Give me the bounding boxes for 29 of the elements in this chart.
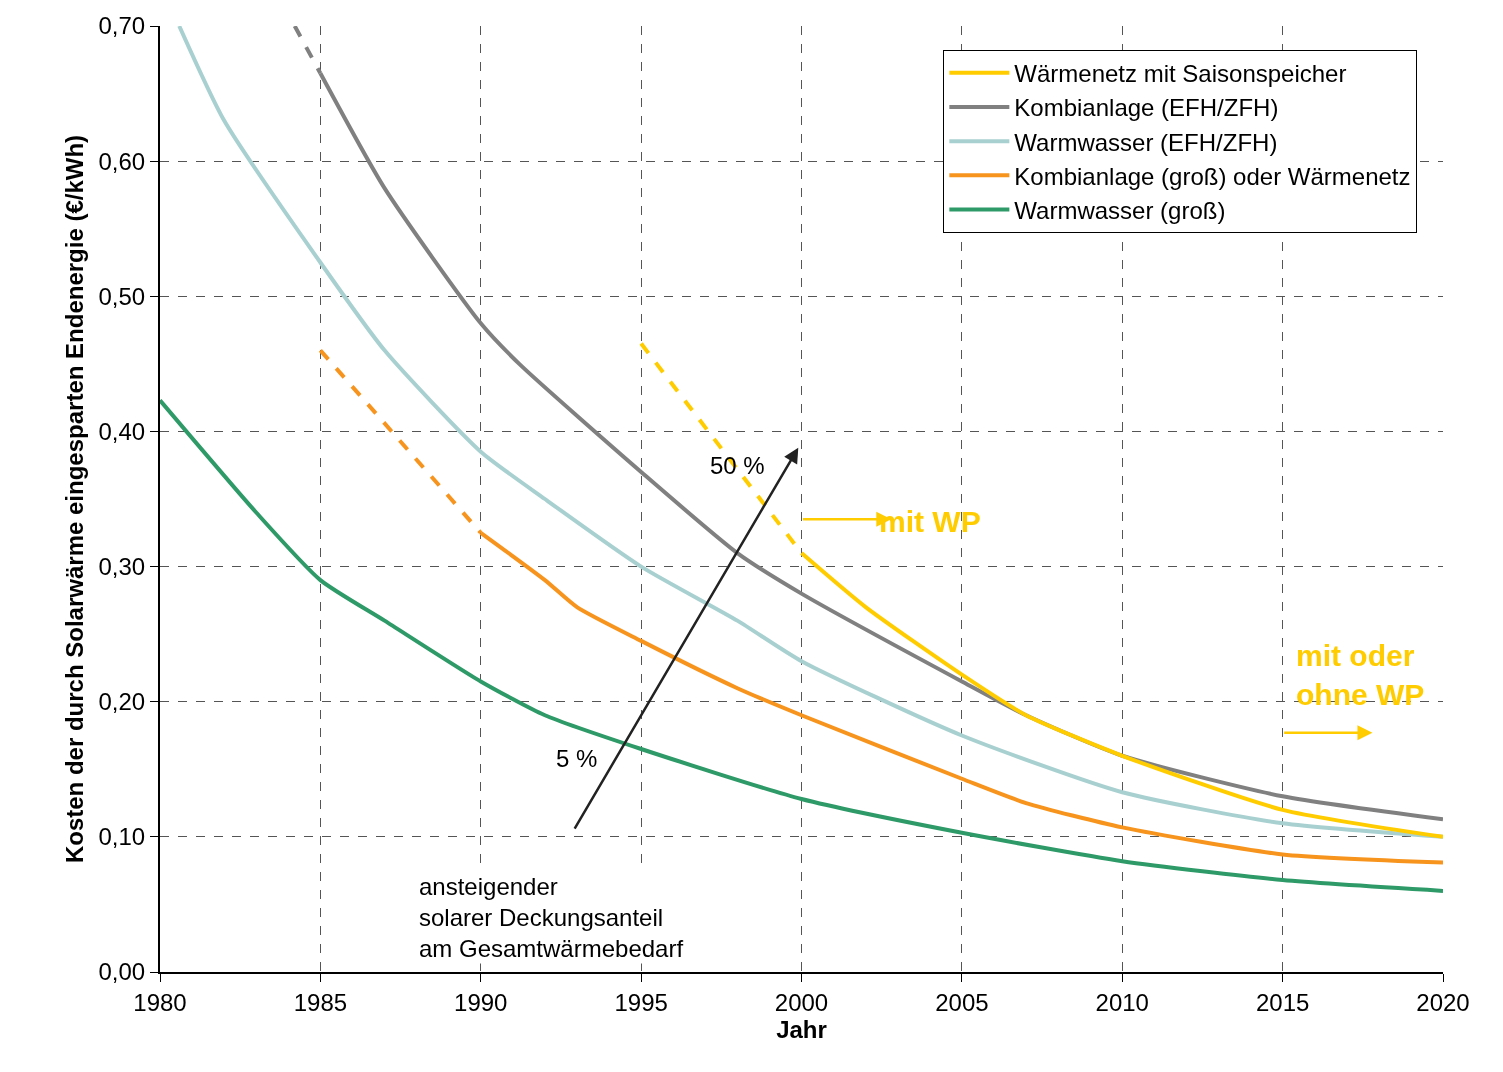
x-tick-label: 2000 bbox=[774, 988, 829, 1016]
line-series bbox=[177, 26, 1443, 839]
x-tick-label: 1985 bbox=[293, 988, 348, 1016]
x-tick-label: 1980 bbox=[133, 988, 187, 1016]
x-tick-label: 2020 bbox=[1416, 988, 1470, 1016]
y-tick-label: 0,40 bbox=[98, 417, 146, 445]
x-tick-label: 1990 bbox=[454, 988, 508, 1016]
y-tick-label: 0,00 bbox=[98, 958, 146, 986]
x-tick-label: 2015 bbox=[1255, 988, 1310, 1016]
y-axis-title: Kosten der durch Solarwärme eingesparten Endenergie (€/kWh) bbox=[61, 134, 89, 864]
annotation: 50 % bbox=[710, 452, 765, 479]
y-tick-label: 0,60 bbox=[98, 147, 146, 175]
y-tick-label: 0,50 bbox=[98, 282, 146, 310]
annotation: ansteigender solarer Deckungsanteil am Gesamtwärmebedarf bbox=[419, 873, 684, 963]
legend-label: Wärmenetz mit Saisonspeicher bbox=[1014, 60, 1347, 88]
legend-label: Warmwasser (EFH/ZFH) bbox=[1014, 128, 1278, 156]
x-axis-title: Jahr bbox=[776, 1015, 827, 1043]
annotation: mit oder ohne WP bbox=[1296, 639, 1425, 711]
legend-label: Kombianlage (EFH/ZFH) bbox=[1014, 94, 1279, 122]
y-tick-label: 0,10 bbox=[98, 823, 146, 851]
x-tick-label: 1995 bbox=[614, 988, 668, 1016]
y-tick-label: 0,20 bbox=[98, 688, 146, 716]
x-tick-label: 2005 bbox=[935, 988, 989, 1016]
legend-label: Warmwasser (groß) bbox=[1014, 196, 1226, 224]
y-tick-label: 0,70 bbox=[98, 12, 146, 40]
annotation: 5 % bbox=[556, 745, 598, 772]
x-tick-label: 2010 bbox=[1095, 988, 1149, 1016]
y-tick-label: 0,30 bbox=[98, 552, 146, 580]
legend-label: Kombianlage (groß) oder Wärmenetz bbox=[1014, 162, 1411, 190]
